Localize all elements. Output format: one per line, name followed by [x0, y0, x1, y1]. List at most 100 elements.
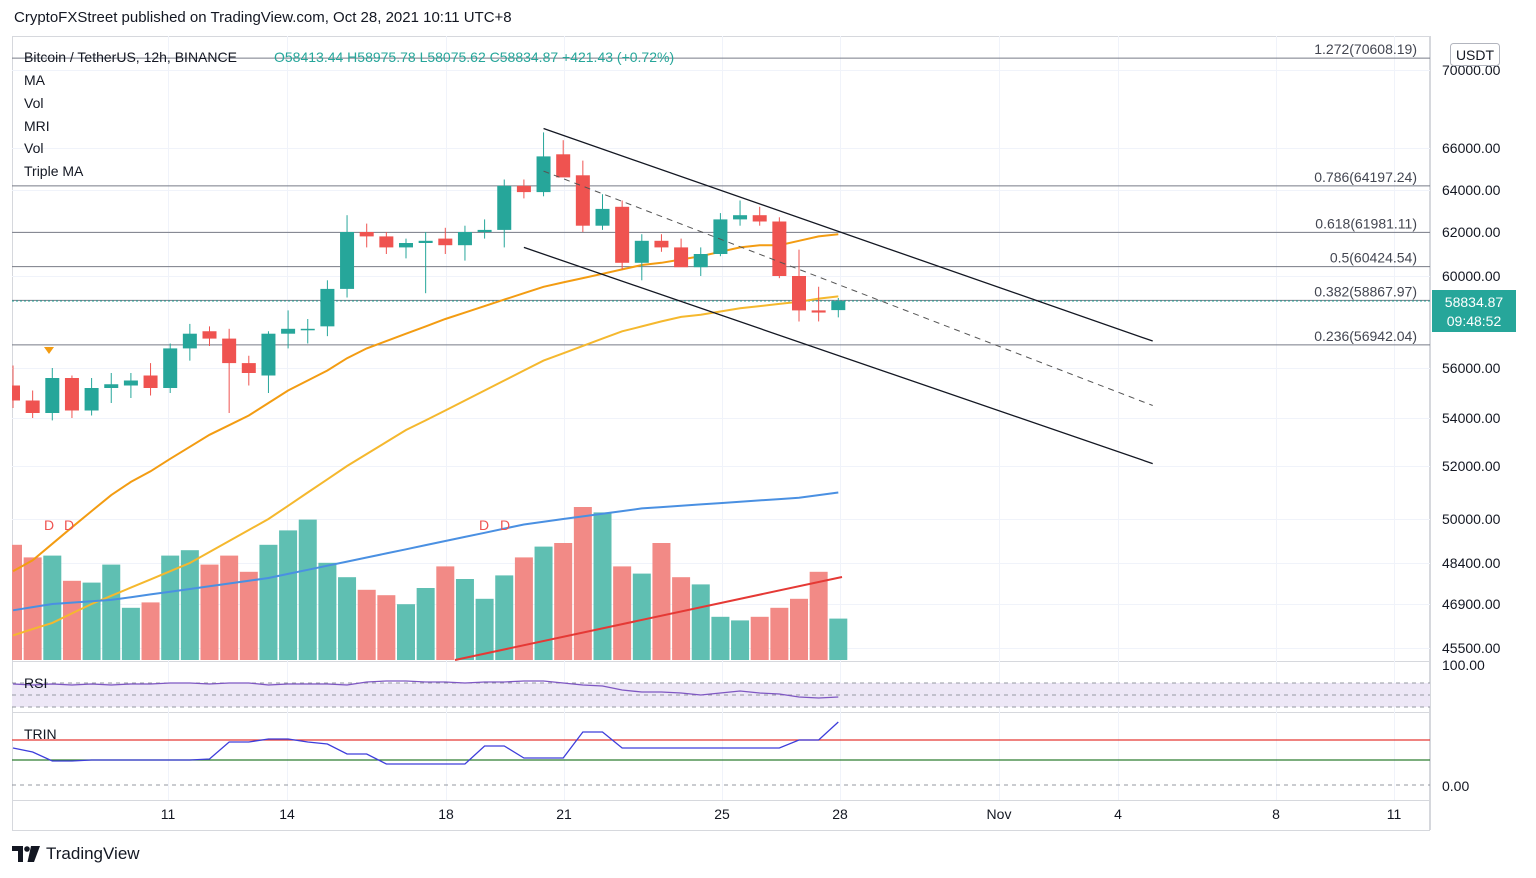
volume-bar: [731, 620, 750, 660]
price-tick-label: 64000.00: [1442, 182, 1501, 198]
candle-body: [25, 400, 40, 413]
legend-symbol: Bitcoin / TetherUS, 12h, BINANCE: [24, 49, 237, 65]
ma-line-2: [12, 295, 839, 637]
fibonacci-levels[interactable]: 1.272(70608.19) 0.786(64197.24) 0.618(6198…: [12, 41, 1430, 346]
volume-bar: [397, 604, 415, 660]
channel-upper-line: [543, 127, 1153, 342]
time-tick-label: 8: [1272, 806, 1280, 822]
volume-bar: [534, 546, 553, 660]
legend-indicator-vol: Vol: [24, 95, 43, 111]
candle-body: [418, 240, 433, 243]
candle-body: [84, 388, 99, 411]
volume-bar: [416, 588, 435, 660]
volume-bar: [770, 607, 789, 660]
divergence-marker: D: [479, 517, 489, 533]
candle-body: [281, 328, 296, 334]
ma-line-3: [12, 491, 839, 612]
tradingview-logo[interactable]: TradingView: [12, 844, 140, 864]
volume-bar: [200, 564, 219, 660]
candle-body: [163, 348, 178, 388]
price-tick-label: 48400.00: [1442, 555, 1501, 571]
volume-bar: [12, 544, 22, 660]
volume-bar: [652, 543, 671, 660]
candle-body: [536, 156, 551, 193]
volume-bar: [161, 555, 180, 660]
candle-body: [222, 338, 237, 364]
time-tick-label: 14: [279, 806, 295, 822]
candle-body: [831, 301, 846, 311]
publisher-header: CryptoFXStreet published on TradingView.…: [14, 9, 512, 26]
legend-indicator-ma: MA: [24, 72, 46, 88]
volume-bar: [750, 616, 769, 660]
candle-body: [340, 232, 355, 289]
divergence-marker: D: [500, 517, 510, 533]
price-tick-label: 54000.00: [1442, 410, 1501, 426]
volume-bar: [279, 530, 298, 660]
candle-body: [64, 378, 79, 411]
rsi-axis-label: 100.00: [1442, 657, 1485, 673]
candle-body: [399, 243, 413, 248]
candle-body: [556, 154, 571, 178]
volume-bar: [141, 602, 160, 660]
candle-body: [516, 185, 531, 193]
divergence-marker: D: [64, 517, 74, 533]
price-tick-label: 56000.00: [1442, 360, 1501, 376]
volume-bar: [377, 595, 396, 660]
axes: 70000.0066000.0064000.0062000.0060000.00…: [161, 62, 1501, 822]
fib-level-label: 0.236(56942.04): [1314, 328, 1417, 344]
candle-body: [438, 238, 453, 246]
candle-body: [713, 219, 728, 254]
candle-body: [811, 310, 826, 313]
volume-bar: [632, 573, 651, 660]
volume-bar: [259, 544, 278, 660]
candle-body: [143, 375, 158, 388]
candle-body: [300, 328, 315, 331]
candle-body: [261, 333, 276, 376]
trin-axis-label: 0.00: [1442, 778, 1469, 794]
candle-body: [615, 206, 630, 263]
volume-bar: [298, 519, 317, 660]
volume-bar: [455, 579, 474, 660]
trin-line: [12, 721, 839, 765]
legend-indicator-triple-ma: Triple MA: [24, 163, 84, 179]
time-tick-label: 28: [832, 806, 848, 822]
grid: [12, 36, 1430, 800]
volume-bar: [436, 566, 455, 660]
rsi-band: [12, 683, 1430, 707]
fib-level-label: 0.618(61981.11): [1315, 215, 1417, 231]
volume-bar: [672, 577, 691, 660]
fib-level-label: 0.382(58867.97): [1314, 283, 1417, 299]
volume-bar: [495, 575, 514, 660]
candle-body: [772, 221, 787, 276]
trin-label: TRIN: [24, 726, 57, 742]
channel-lower-line: [523, 246, 1153, 465]
currency-badge[interactable]: USDT: [1450, 43, 1500, 66]
volume-bar: [180, 550, 199, 660]
price-tick-label: 46900.00: [1442, 596, 1501, 612]
fib-level-label: 1.272(70608.19): [1314, 41, 1417, 57]
candle-body: [457, 232, 472, 246]
time-tick-label: Nov: [987, 806, 1012, 822]
candle-body: [477, 229, 492, 232]
candle-body: [359, 232, 374, 237]
volume-ma-line: [454, 576, 843, 661]
legend: Bitcoin / TetherUS, 12h, BINANCE O58413.…: [24, 49, 674, 179]
current-price: 58834.87: [1445, 294, 1504, 310]
candle-body: [752, 215, 767, 222]
candle-body: [202, 331, 217, 339]
channel-mid-line: [543, 170, 1153, 406]
divergence-marker: D: [44, 517, 54, 533]
volume-bar: [475, 598, 494, 660]
legend-ohlc: O58413.44 H58975.78 L58075.62 C58834.87 …: [274, 49, 674, 65]
time-tick-label: 11: [1387, 806, 1402, 822]
candle-body: [693, 254, 708, 268]
tradingview-logo-icon: [12, 846, 40, 862]
volume-bar: [62, 580, 81, 660]
volume-bar: [829, 618, 848, 660]
volume-bar: [43, 555, 62, 660]
candle-body: [654, 240, 669, 248]
volume-bar: [809, 571, 828, 660]
candle-body: [674, 247, 689, 268]
